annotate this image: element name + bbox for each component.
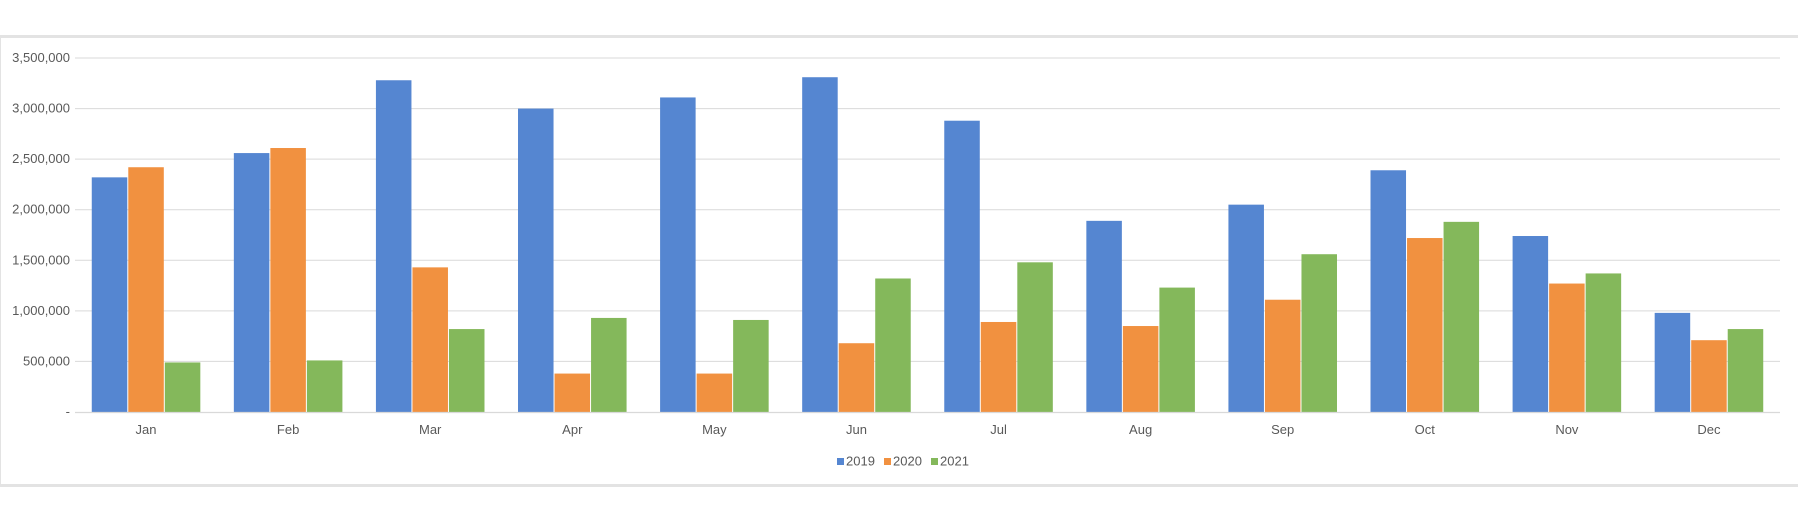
bar-2021-jul <box>1017 262 1053 412</box>
bar-2020-may <box>696 373 733 412</box>
bar-2019-jan <box>91 177 128 412</box>
bar-2019-jun <box>802 77 838 413</box>
bar-2021-jan <box>164 362 201 412</box>
y-axis-ticks: - 500,000 1,000,000 1,500,000 2,000,000 2,500… <box>12 50 70 419</box>
bar-2019-feb <box>233 153 270 412</box>
y-tick-label: 2,500,000 <box>12 151 70 166</box>
x-tick-label: Apr <box>562 422 583 437</box>
y-tick-label: 2,000,000 <box>12 202 70 217</box>
bar-2021-apr <box>591 317 627 412</box>
legend-swatch-2019 <box>837 458 844 465</box>
bar-2020-apr <box>554 373 591 412</box>
legend-swatch-2021 <box>931 458 938 465</box>
gridlines <box>75 57 1780 362</box>
y-tick-label: 3,500,000 <box>12 50 70 65</box>
bar-2020-jan <box>128 167 164 412</box>
bar-2020-sep <box>1264 299 1301 412</box>
x-tick-label: Nov <box>1555 422 1579 437</box>
bar-2021-jun <box>875 278 911 412</box>
y-tick-label: - <box>66 404 70 419</box>
y-tick-label: 1,000,000 <box>12 303 70 318</box>
x-tick-label: Jan <box>136 422 157 437</box>
legend-label: 2020 <box>893 454 922 469</box>
bar-2021-sep <box>1301 254 1337 412</box>
x-tick-label: May <box>702 422 727 437</box>
bar-2019-nov <box>1512 236 1549 412</box>
bar-2021-mar <box>448 329 485 412</box>
bar-2019-oct <box>1370 170 1407 412</box>
bar-2020-oct <box>1407 238 1443 412</box>
x-tick-label: Feb <box>277 422 299 437</box>
bar-2020-feb <box>270 148 306 412</box>
legend-swatch-2020 <box>884 458 891 465</box>
y-tick-label: 1,500,000 <box>12 252 70 267</box>
bar-2019-jul <box>944 120 980 413</box>
x-tick-label: Aug <box>1129 422 1152 437</box>
bar-2021-aug <box>1159 287 1195 412</box>
bar-2021-may <box>733 319 769 412</box>
bar-2020-mar <box>412 267 448 412</box>
bar-2021-nov <box>1585 273 1622 412</box>
legend-label: 2019 <box>846 454 875 469</box>
bar-2020-nov <box>1549 283 1585 412</box>
y-tick-label: 500,000 <box>23 353 70 368</box>
bars <box>91 77 1764 413</box>
x-tick-label: Dec <box>1697 422 1721 437</box>
bar-2021-dec <box>1727 329 1764 412</box>
bar-2021-oct <box>1443 221 1480 412</box>
x-axis-ticks: Jan Feb Mar Apr May Jun Jul Aug Sep Oct Nov Dec <box>136 422 1721 437</box>
x-tick-label: Jul <box>990 422 1007 437</box>
bar-2019-dec <box>1654 312 1691 412</box>
bar-2020-jun <box>838 343 875 412</box>
legend: 2019 2020 2021 <box>837 454 969 469</box>
bar-2021-feb <box>306 360 343 412</box>
bar-2019-apr <box>518 108 554 413</box>
bar-2019-sep <box>1228 204 1264 412</box>
x-tick-label: Jun <box>846 422 867 437</box>
bar-2019-aug <box>1086 220 1122 412</box>
x-tick-label: Mar <box>419 422 442 437</box>
bar-2020-jul <box>980 321 1017 412</box>
bar-2020-dec <box>1691 340 1727 412</box>
bar-2020-aug <box>1122 326 1159 412</box>
legend-label: 2021 <box>940 454 969 469</box>
bar-2019-may <box>660 97 696 413</box>
x-tick-label: Oct <box>1415 422 1436 437</box>
bar-2019-mar <box>375 80 412 412</box>
y-tick-label: 3,000,000 <box>12 101 70 116</box>
x-tick-label: Sep <box>1271 422 1294 437</box>
